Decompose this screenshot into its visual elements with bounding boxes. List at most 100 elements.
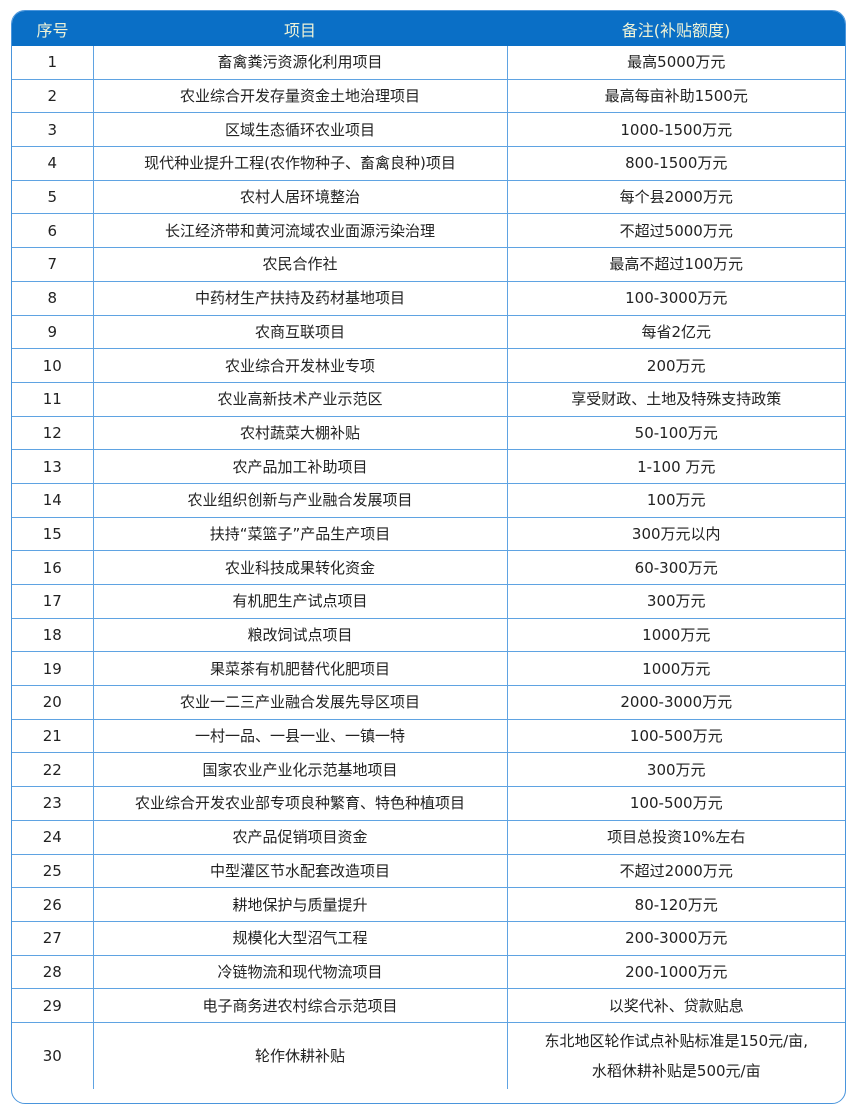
cell-note: 300万元 [506,752,845,788]
cell-note-text: 300万元 [646,592,706,611]
cell-note-text: 享受财政、土地及特殊支持政策 [571,390,782,409]
cell-note-text: 80-120万元 [634,895,718,914]
cell-item: 果菜茶有机肥替代化肥项目 [92,651,508,687]
cell-item: 农业科技成果转化资金 [92,550,508,585]
cell-note: 200-1000万元 [506,954,845,990]
cell-item-text: 粮改饲试点项目 [247,626,353,645]
cell-item-text: 中药材生产扶持及药材基地项目 [194,289,405,308]
cell-item: 农商互联项目 [92,314,508,350]
table-row: 23 农业综合开发农业部专项良种繁育、特色种植项目 100-500万元 [12,786,845,821]
cell-no-text: 27 [42,929,62,948]
cell-item: 农业一二三产业融合发展先导区项目 [92,685,508,720]
cell-no-text: 2 [47,87,58,106]
cell-item: 区域生态循环农业项目 [92,112,508,148]
cell-note: 不超过2000万元 [506,853,845,889]
cell-item-text: 农产品促销项目资金 [232,828,368,847]
cell-no-text: 19 [42,659,62,678]
cell-item-text: 有机肥生产试点项目 [232,592,368,611]
cell-note-text: 100万元 [646,491,706,510]
cell-item: 冷链物流和现代物流项目 [92,954,508,990]
cell-note-text: 每个县2000万元 [619,188,733,207]
cell-no-text: 10 [42,356,62,375]
cell-note: 每个县2000万元 [506,179,845,215]
cell-item-text: 农业综合开发林业专项 [224,356,375,375]
table-row: 25 中型灌区节水配套改造项目 不超过2000万元 [12,853,845,889]
cell-no-text: 20 [42,693,62,712]
cell-note: 不超过5000万元 [506,213,845,249]
cell-item: 现代种业提升工程(农作物种子、畜禽良种)项目 [92,146,508,181]
table-row: 24 农产品促销项目资金 项目总投资10%左右 [12,819,845,855]
cell-no: 17 [12,584,94,619]
cell-no-text: 25 [42,861,62,880]
cell-note-text: 最高每亩补助1500元 [604,87,748,106]
cell-no-text: 30 [42,1046,62,1065]
cell-no: 5 [12,179,94,215]
cell-no: 4 [12,146,94,181]
cell-item-text: 农业高新技术产业示范区 [217,390,383,409]
cell-no: 9 [12,314,94,350]
cell-note: 项目总投资10%左右 [506,819,845,855]
table-row: 9 农商互联项目 每省2亿元 [12,314,845,350]
cell-no: 30 [12,1021,94,1089]
cell-note: 50-100万元 [506,415,845,451]
cell-no-text: 5 [47,188,58,207]
cell-note: 每省2亿元 [506,314,845,350]
cell-no: 8 [12,280,94,316]
cell-item: 农民合作社 [92,247,508,282]
cell-note-text: 100-3000万元 [625,289,728,308]
table-row: 7 农民合作社 最高不超过100万元 [12,247,845,282]
cell-no: 26 [12,887,94,922]
cell-item: 中药材生产扶持及药材基地项目 [92,280,508,316]
cell-no-text: 24 [42,828,62,847]
cell-no-text: 4 [47,154,58,173]
cell-no-text: 6 [47,221,58,240]
cell-note-text: 200万元 [646,356,706,375]
cell-item-text: 长江经济带和黄河流域农业面源污染治理 [164,221,435,240]
cell-note-text: 不超过5000万元 [619,221,733,240]
cell-no-text: 23 [42,794,62,813]
table-row: 17 有机肥生产试点项目 300万元 [12,584,845,619]
cell-no: 15 [12,516,94,552]
cell-note-text: 2000-3000万元 [620,693,733,712]
cell-note-text: 60-300万元 [634,558,718,577]
cell-note-text: 每省2亿元 [641,322,712,341]
table-row: 27 规模化大型沼气工程 200-3000万元 [12,920,845,956]
table-row: 13 农产品加工补助项目 1-100 万元 [12,449,845,484]
cell-note-text: 100-500万元 [629,727,723,746]
table-row: 14 农业组织创新与产业融合发展项目 100万元 [12,482,845,518]
cell-no: 19 [12,651,94,687]
cell-note: 1000万元 [506,651,845,687]
cell-note: 最高5000万元 [506,46,845,80]
cell-note-text: 1000-1500万元 [620,120,733,139]
cell-no: 3 [12,112,94,148]
cell-note: 100-500万元 [506,718,845,754]
table-row: 11 农业高新技术产业示范区 享受财政、土地及特殊支持政策 [12,381,845,417]
cell-note-text: 200-3000万元 [625,929,728,948]
cell-item-text: 扶持“菜篮子”产品生产项目 [209,524,391,543]
cell-note-text: 100-500万元 [629,794,723,813]
cell-item-text: 电子商务进农村综合示范项目 [202,996,398,1015]
cell-no-text: 18 [42,626,62,645]
cell-note: 100-3000万元 [506,280,845,316]
cell-no-text: 7 [47,255,58,274]
table-row: 15 扶持“菜篮子”产品生产项目 300万元以内 [12,516,845,552]
cell-no: 16 [12,550,94,585]
cell-no-text: 1 [47,53,58,72]
header-no: 序号 [12,11,93,46]
header-item: 项目 [93,11,507,46]
cell-note: 最高不超过100万元 [506,247,845,282]
cell-no-text: 11 [42,390,62,409]
cell-note-text: 300万元以内 [631,524,721,543]
table-row: 29 电子商务进农村综合示范项目 以奖代补、贷款贴息 [12,988,845,1023]
cell-no: 28 [12,954,94,990]
cell-no-text: 8 [47,289,58,308]
cell-no: 13 [12,449,94,484]
cell-note: 1-100 万元 [506,449,845,484]
cell-no-text: 12 [42,423,62,442]
cell-note-text-line2: 水稻休耕补贴是500元/亩 [591,1061,761,1080]
table-row: 12 农村蔬菜大棚补贴 50-100万元 [12,415,845,451]
table-row: 1 畜禽粪污资源化利用项目 最高5000万元 [12,46,845,80]
cell-item: 农业组织创新与产业融合发展项目 [92,482,508,518]
cell-item: 农村人居环境整治 [92,179,508,215]
cell-note: 1000万元 [506,617,845,653]
